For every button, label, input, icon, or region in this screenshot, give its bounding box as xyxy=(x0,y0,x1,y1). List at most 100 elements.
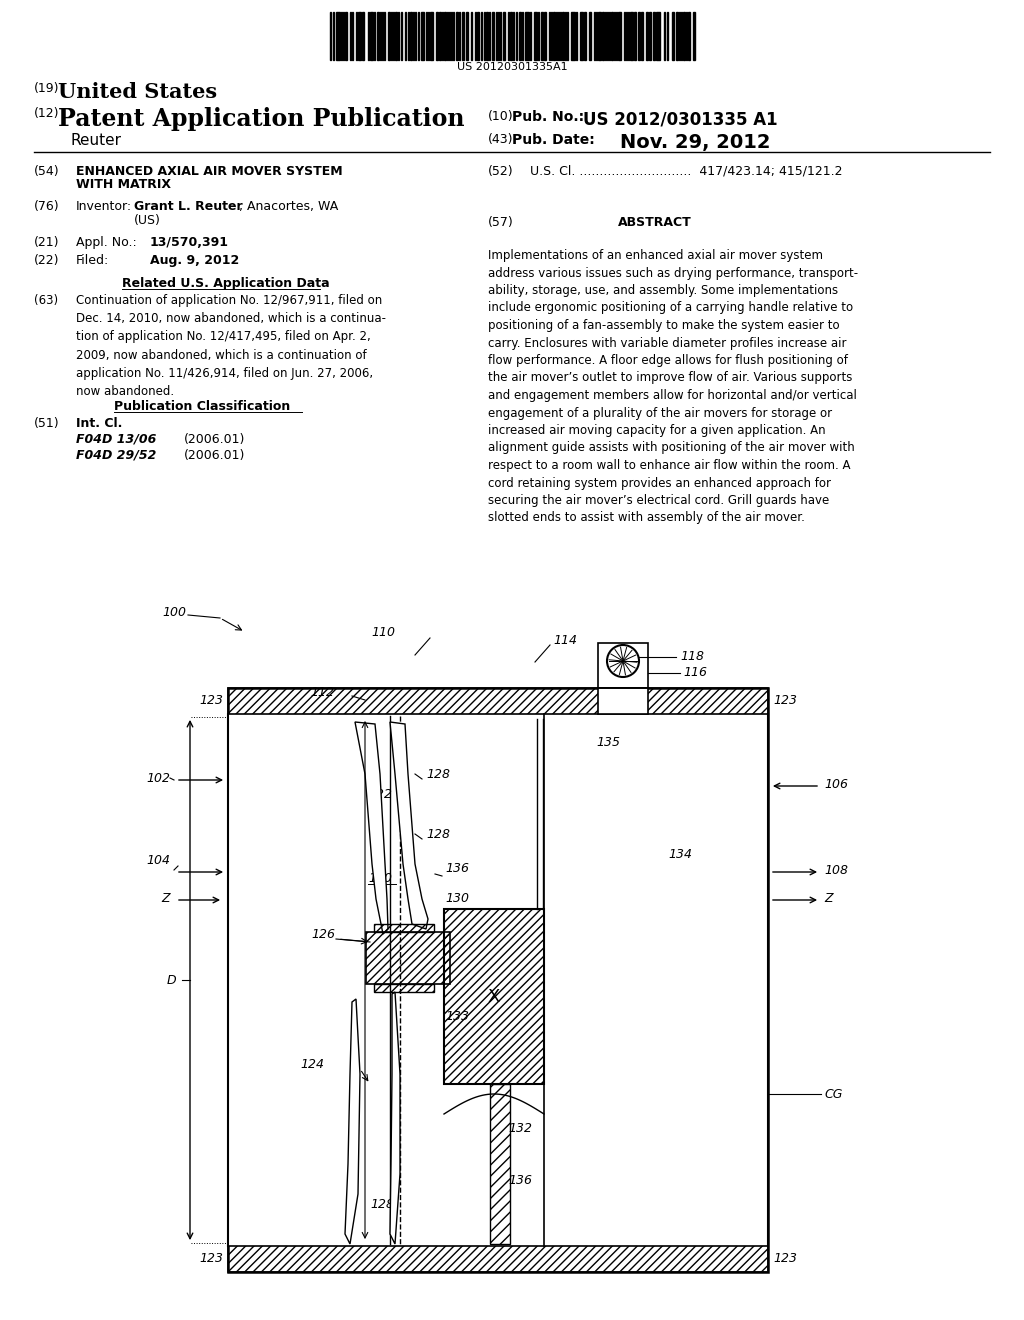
Text: F04D 13/06: F04D 13/06 xyxy=(76,433,157,446)
Bar xyxy=(562,12,564,59)
Bar xyxy=(553,12,555,59)
Text: 108: 108 xyxy=(824,863,848,876)
Text: Int. Cl.: Int. Cl. xyxy=(76,417,123,430)
Bar xyxy=(362,12,364,59)
Bar xyxy=(358,12,361,59)
Polygon shape xyxy=(345,999,360,1243)
Text: Aug. 9, 2012: Aug. 9, 2012 xyxy=(150,253,240,267)
Bar xyxy=(228,688,768,714)
Bar xyxy=(395,12,397,59)
Text: Implementations of an enhanced axial air mover system
address various issues suc: Implementations of an enhanced axial air… xyxy=(488,249,858,524)
Text: 136: 136 xyxy=(445,862,469,875)
Bar xyxy=(580,12,583,59)
Bar xyxy=(366,932,450,983)
Bar xyxy=(676,12,678,59)
Text: (2006.01): (2006.01) xyxy=(184,449,246,462)
Bar xyxy=(618,12,621,59)
Bar xyxy=(444,12,446,59)
Text: United States: United States xyxy=(58,82,217,102)
Bar xyxy=(602,12,604,59)
Bar xyxy=(688,12,690,59)
Bar xyxy=(584,12,586,59)
Text: 102: 102 xyxy=(146,771,170,784)
Bar xyxy=(611,12,613,59)
Bar xyxy=(444,909,544,1084)
Text: , Anacortes, WA: , Anacortes, WA xyxy=(239,201,338,213)
Text: 134: 134 xyxy=(668,847,692,861)
Bar xyxy=(492,12,494,59)
Text: U.S. Cl. ............................  417/423.14; 415/121.2: U.S. Cl. ............................ 41… xyxy=(530,165,843,178)
Bar xyxy=(388,12,390,59)
Text: (54): (54) xyxy=(34,165,59,178)
Text: Z: Z xyxy=(162,891,170,904)
Bar xyxy=(638,12,640,59)
Text: 114: 114 xyxy=(553,635,577,648)
Text: 123: 123 xyxy=(773,694,797,708)
Bar xyxy=(336,12,340,59)
Bar xyxy=(510,12,512,59)
Text: US 20120301335A1: US 20120301335A1 xyxy=(457,62,567,73)
Text: 133: 133 xyxy=(445,1010,469,1023)
Bar xyxy=(410,12,412,59)
Text: Grant L. Reuter: Grant L. Reuter xyxy=(134,201,243,213)
Bar xyxy=(370,12,373,59)
Bar xyxy=(374,924,434,932)
Text: 136: 136 xyxy=(508,1175,532,1188)
Text: D: D xyxy=(166,974,176,986)
Text: 104: 104 xyxy=(146,854,170,866)
Text: ENHANCED AXIAL AIR MOVER SYSTEM: ENHANCED AXIAL AIR MOVER SYSTEM xyxy=(76,165,343,178)
Text: ABSTRACT: ABSTRACT xyxy=(618,216,692,228)
Bar xyxy=(598,688,648,714)
Text: (52): (52) xyxy=(488,165,514,178)
Text: 135: 135 xyxy=(596,735,620,748)
Text: 128: 128 xyxy=(370,1197,394,1210)
Text: 126: 126 xyxy=(311,928,335,940)
Bar xyxy=(477,12,479,59)
Text: (12): (12) xyxy=(34,107,59,120)
Text: (US): (US) xyxy=(134,214,161,227)
Text: (51): (51) xyxy=(34,417,59,430)
Text: 112: 112 xyxy=(310,686,334,700)
Text: 128: 128 xyxy=(426,767,450,780)
Bar xyxy=(374,983,434,993)
Text: Z: Z xyxy=(824,891,833,904)
Bar xyxy=(0,500,1024,1300)
Text: 116: 116 xyxy=(683,667,707,680)
Text: (2006.01): (2006.01) xyxy=(184,433,246,446)
Polygon shape xyxy=(390,722,428,929)
Text: CG: CG xyxy=(824,1088,843,1101)
Bar xyxy=(525,12,529,59)
Text: Related U.S. Application Data: Related U.S. Application Data xyxy=(122,277,330,290)
Text: 128: 128 xyxy=(426,828,450,841)
Text: Publication Classification: Publication Classification xyxy=(114,400,290,413)
Bar xyxy=(466,12,468,59)
Polygon shape xyxy=(355,722,388,935)
Text: 123: 123 xyxy=(199,694,223,708)
Text: 124: 124 xyxy=(300,1057,324,1071)
Text: Pub. No.:: Pub. No.: xyxy=(512,110,584,124)
Text: 120: 120 xyxy=(368,873,392,886)
Text: Pub. Date:: Pub. Date: xyxy=(512,133,595,147)
Bar xyxy=(503,12,505,59)
Text: 118: 118 xyxy=(680,651,705,664)
Text: 123: 123 xyxy=(773,1253,797,1266)
Bar xyxy=(436,12,438,59)
Bar xyxy=(486,12,488,59)
Bar xyxy=(634,12,636,59)
Text: (43): (43) xyxy=(488,133,513,147)
Text: (22): (22) xyxy=(34,253,59,267)
Text: 123: 123 xyxy=(199,1253,223,1266)
Text: US 2012/0301335 A1: US 2012/0301335 A1 xyxy=(583,110,777,128)
Text: (57): (57) xyxy=(488,216,514,228)
Bar xyxy=(377,12,379,59)
Text: 13/570,391: 13/570,391 xyxy=(150,236,229,249)
Bar xyxy=(598,643,648,688)
Text: (21): (21) xyxy=(34,236,59,249)
Text: 100: 100 xyxy=(162,606,186,619)
Bar xyxy=(229,714,767,1246)
Circle shape xyxy=(607,645,639,677)
Bar xyxy=(646,12,648,59)
Bar xyxy=(456,12,458,59)
Bar xyxy=(228,688,768,1272)
Bar xyxy=(693,12,695,59)
